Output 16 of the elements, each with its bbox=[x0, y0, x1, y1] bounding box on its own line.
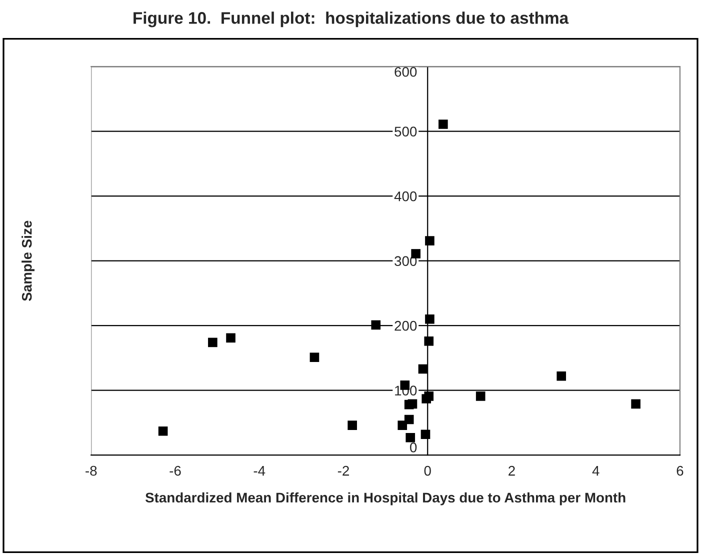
y-tick-label: 200 bbox=[394, 320, 417, 331]
y-axis-title: Sample Size bbox=[22, 220, 35, 301]
y-tick-label: 0 bbox=[410, 442, 417, 452]
x-tick-label: -4 bbox=[254, 466, 266, 476]
y-tick-label: 500 bbox=[394, 126, 417, 137]
x-tick-label: -2 bbox=[338, 466, 349, 476]
x-tick-label: 4 bbox=[592, 466, 600, 476]
x-tick-label: -6 bbox=[170, 466, 181, 476]
chart-title: Figure 10. Funnel plot: hospitalizations due to asthma bbox=[134, 12, 569, 28]
y-tick-label: 400 bbox=[394, 191, 417, 202]
x-tick-label: 0 bbox=[424, 466, 431, 476]
x-axis-title: Standardized Mean Difference in Hospital Days due to Asthma per Month bbox=[145, 492, 626, 506]
x-tick-label: 6 bbox=[676, 466, 684, 476]
x-tick-label: -8 bbox=[86, 466, 97, 476]
x-tick-label: 2 bbox=[508, 466, 515, 476]
y-tick-label: 600 bbox=[394, 66, 417, 77]
